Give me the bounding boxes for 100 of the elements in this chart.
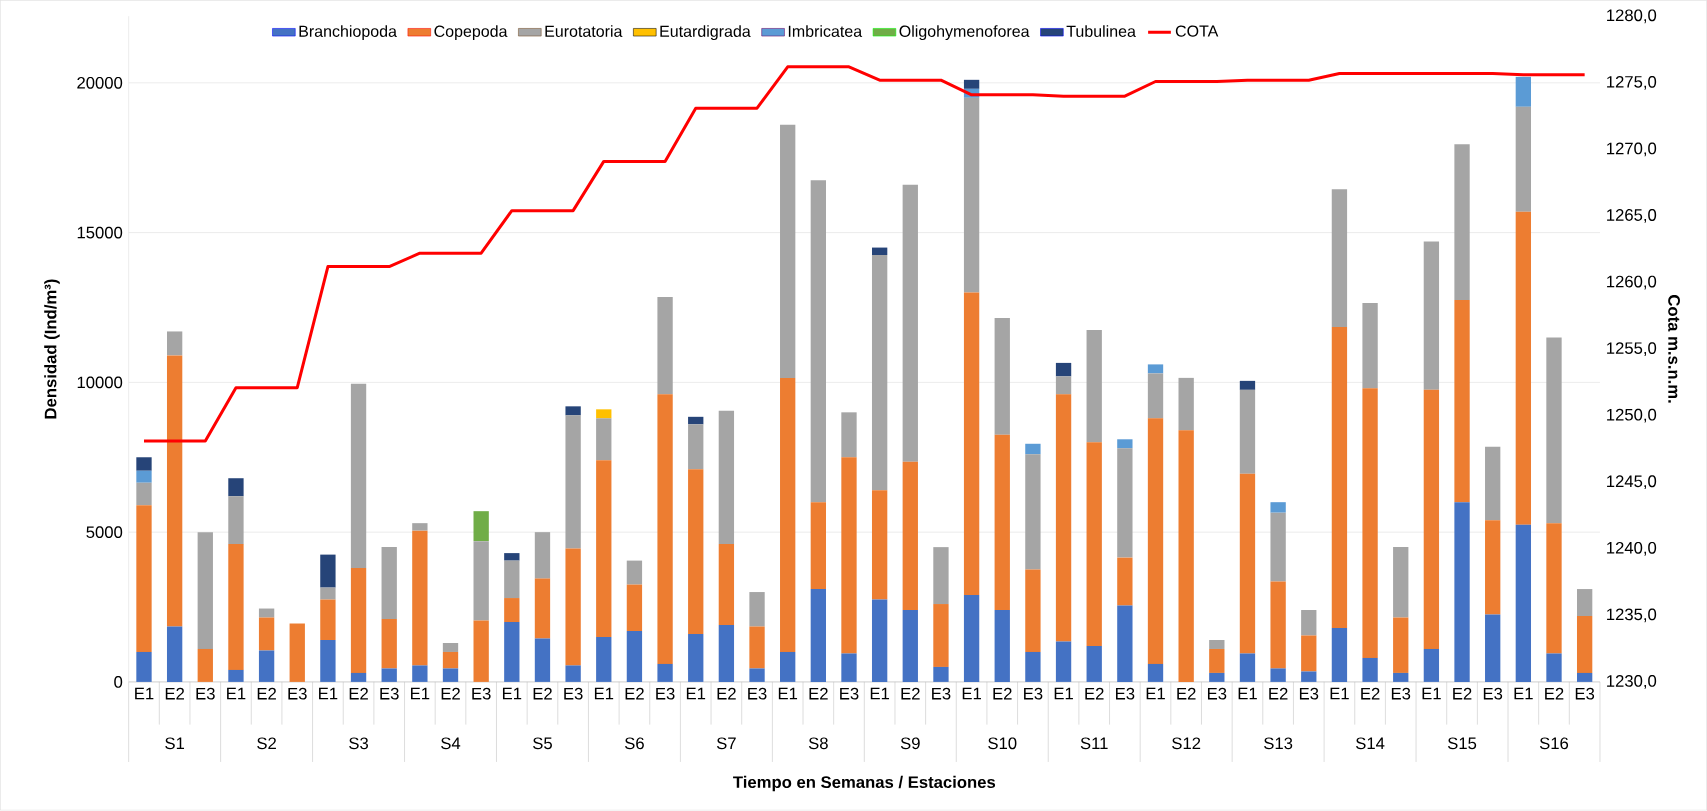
x-tick-label: E2 [993, 687, 1012, 700]
legend-label: Copepoda [434, 25, 508, 41]
x-tick-label: E1 [135, 687, 154, 700]
y2-tick-label: 1250,0 [1607, 408, 1657, 423]
text: S4 [441, 737, 461, 750]
bar [136, 652, 152, 683]
bar [1209, 649, 1225, 674]
bar [504, 598, 520, 623]
x-tick-label: E2 [1361, 687, 1380, 700]
bar [1086, 442, 1102, 647]
text: S16 [1539, 737, 1569, 750]
legend-label: Eutardigrada [660, 25, 751, 41]
bar [657, 664, 673, 683]
text: S5 [533, 737, 552, 750]
x-tick-label: E2 [257, 687, 276, 700]
bar [1178, 430, 1194, 683]
bar [994, 434, 1010, 611]
y2-tick-label: 1255,0 [1607, 342, 1657, 357]
y2-tick-label: 1260,0 [1607, 275, 1657, 290]
bar [933, 547, 949, 605]
bar [963, 80, 980, 90]
x-tick-label: E3 [656, 687, 675, 700]
bar [442, 652, 459, 669]
legend-label: Eurotatoria [545, 25, 623, 38]
bar [841, 412, 857, 458]
bar [1331, 189, 1348, 328]
bar [1055, 376, 1072, 395]
bar [136, 505, 152, 653]
text: S10 [988, 737, 1017, 750]
bar [1270, 668, 1286, 683]
bar [565, 665, 581, 683]
bar [749, 668, 765, 683]
bar [902, 610, 918, 683]
bar [871, 255, 888, 491]
y2-tick-label: 1280,0 [1607, 9, 1657, 24]
bar [1270, 502, 1286, 513]
bar [442, 668, 459, 683]
bar [688, 417, 704, 425]
x-tick-label: E1 [227, 687, 246, 700]
bar [626, 584, 643, 632]
bar [1515, 211, 1532, 525]
bar [688, 424, 704, 470]
bar [412, 530, 428, 666]
bar [320, 640, 336, 683]
bar [1270, 581, 1286, 669]
bar [1025, 443, 1041, 455]
bar [320, 599, 336, 641]
legend-label: COTA [1175, 25, 1219, 37]
bar [1362, 303, 1378, 389]
bar [1055, 641, 1072, 683]
x-tick-label: E2 [1269, 687, 1288, 700]
bar [596, 460, 612, 638]
x-tick-label: E1 [870, 687, 890, 700]
text: S8 [808, 737, 828, 750]
x-tick-label: E3 [840, 687, 859, 700]
x-tick-label: E3 [288, 687, 307, 700]
legend-label: Branchiopoda [299, 25, 397, 41]
bar [1178, 378, 1194, 431]
bar [504, 622, 520, 683]
bar [1423, 649, 1440, 683]
x-tick-label: E2 [1177, 687, 1196, 700]
x-tick-label: E1 [686, 687, 706, 700]
bar [228, 670, 244, 683]
bar [1301, 671, 1317, 683]
bar [228, 496, 244, 545]
bar [1331, 327, 1348, 629]
bar [136, 470, 152, 483]
bar [596, 409, 612, 419]
bar [1025, 454, 1041, 570]
bar [381, 668, 397, 683]
x-tick-label: E2 [1545, 687, 1564, 700]
text: S13 [1264, 737, 1293, 750]
y2-tick-label: 1245,0 [1607, 475, 1657, 490]
bar [749, 592, 765, 627]
bar [1362, 388, 1378, 659]
bar [902, 461, 918, 611]
bar [749, 626, 765, 669]
x-tick-label: E1 [319, 687, 338, 700]
bar [1393, 617, 1409, 674]
bar [596, 418, 612, 461]
bar [810, 589, 826, 683]
y2-tick-label: 1265,0 [1607, 209, 1657, 224]
x-tick-label: E2 [533, 687, 552, 700]
y-axis-title: Densidad (Ind/m³) [44, 279, 60, 419]
bar [289, 623, 305, 683]
y2-tick-label: 1240,0 [1607, 542, 1657, 556]
bar [166, 626, 183, 683]
bar [841, 457, 857, 654]
bar [473, 620, 489, 683]
bar [565, 548, 581, 666]
bar [810, 180, 826, 503]
bar [1209, 640, 1225, 650]
bar [473, 541, 489, 621]
x-tick-label: E1 [411, 687, 430, 700]
x-tick-label: E3 [196, 687, 215, 700]
bar [258, 617, 275, 651]
bar [626, 560, 643, 585]
bar [718, 544, 735, 626]
x-tick-label: E2 [901, 687, 920, 700]
x-tick-label: E3 [1116, 687, 1135, 700]
